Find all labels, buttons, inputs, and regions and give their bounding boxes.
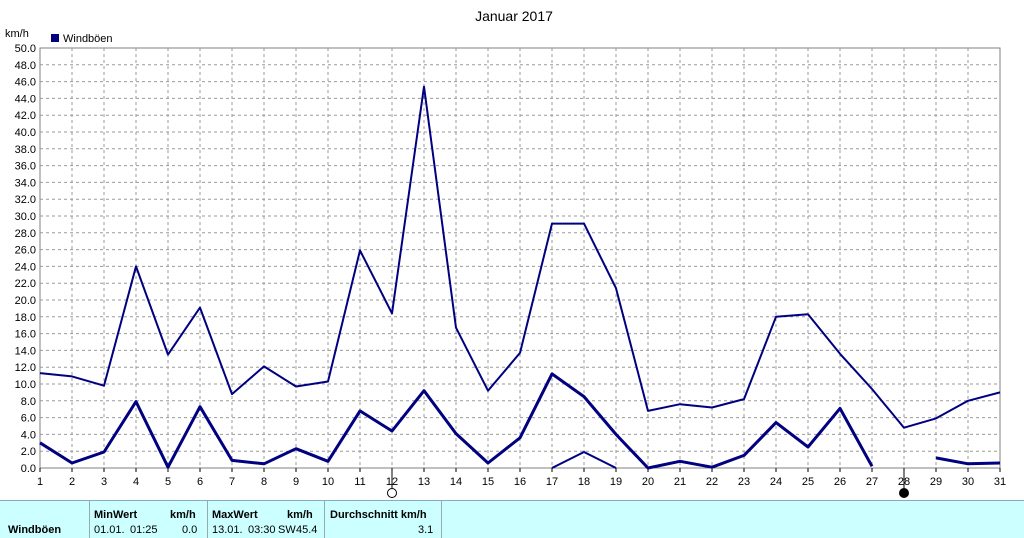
- y-tick-label: 38.0: [15, 144, 36, 156]
- y-tick-label: 14.0: [15, 345, 36, 357]
- y-tick-label: 34.0: [15, 177, 36, 189]
- x-tick-label: 29: [930, 476, 942, 488]
- x-tick-label: 11: [354, 476, 365, 488]
- y-axis-label: km/h: [5, 28, 29, 40]
- stats-row-label: Windböen: [8, 524, 62, 536]
- y-tick-label: 10.0: [15, 379, 36, 391]
- x-tick-label: 18: [578, 476, 590, 488]
- x-tick-label: 3: [101, 476, 107, 488]
- y-tick-label: 22.0: [15, 278, 36, 290]
- max-direction: SW: [278, 524, 296, 536]
- x-tick-label: 19: [610, 476, 622, 488]
- avg-header: Durchschnitt km/h: [330, 509, 427, 521]
- max-time: 03:30: [248, 524, 276, 536]
- y-tick-label: 6.0: [21, 413, 36, 425]
- x-tick-label: 10: [322, 476, 334, 488]
- x-tick-label: 5: [165, 476, 171, 488]
- x-tick-label: 8: [261, 476, 267, 488]
- y-tick-label: 42.0: [15, 110, 36, 122]
- y-tick-label: 28.0: [15, 228, 36, 240]
- x-tick-label: 2: [69, 476, 75, 488]
- x-tick-label: 23: [738, 476, 750, 488]
- x-tick-label: 1: [37, 476, 43, 488]
- x-tick-label: 13: [418, 476, 430, 488]
- min-value: 0.0: [182, 524, 198, 536]
- y-tick-label: 46.0: [15, 77, 36, 89]
- y-tick-label: 26.0: [15, 245, 36, 257]
- legend-label: Windböen: [63, 33, 113, 45]
- x-tick-label: 30: [962, 476, 974, 488]
- statistics-panel: Windböen MinWert km/h 01.01. 01:25 0.0 M…: [0, 500, 1024, 538]
- series-line-avg: [39, 372, 1001, 470]
- y-tick-label: 18.0: [15, 312, 36, 324]
- series-line-min: [551, 451, 617, 469]
- x-tick-label: 31: [994, 476, 1006, 488]
- legend-swatch: [51, 34, 59, 42]
- min-time: 01:25: [130, 524, 158, 536]
- y-tick-label: 16.0: [15, 329, 36, 341]
- series-line-max: [39, 85, 1001, 429]
- x-tick-label: 14: [450, 476, 462, 488]
- y-tick-label: 30.0: [15, 211, 36, 223]
- x-tick-label: 27: [866, 476, 878, 488]
- x-tick-label: 17: [546, 476, 558, 488]
- chart-series: [39, 85, 1001, 470]
- min-unit: km/h: [170, 509, 196, 521]
- x-axis-ticks: 1 2 3 4 5 6 7 8 9 10 11 12 13 14 15 16 17 18 19 20 21 22 23 24 2…: [37, 468, 1006, 488]
- x-tick-label: 16: [514, 476, 526, 488]
- x-tick-label: 22: [706, 476, 718, 488]
- x-tick-label: 6: [197, 476, 203, 488]
- moon-markers: [387, 468, 909, 498]
- y-tick-label: 2.0: [21, 446, 36, 458]
- x-tick-label: 26: [834, 476, 846, 488]
- y-tick-label: 0.0: [21, 463, 36, 475]
- y-tick-label: 20.0: [15, 295, 36, 307]
- y-tick-label: 24.0: [15, 261, 36, 273]
- max-unit: km/h: [287, 509, 313, 521]
- new-moon-icon: [899, 488, 909, 498]
- wind-gust-chart: 0.0 2.0 4.0 6.0 8.0 10.0 12.0 14.0 16.0 18.0 20.0 2…: [5, 8, 1006, 498]
- x-tick-label: 25: [802, 476, 814, 488]
- y-tick-label: 44.0: [15, 93, 36, 105]
- chart-title: Januar 2017: [475, 8, 553, 24]
- x-tick-label: 4: [133, 476, 139, 488]
- y-tick-label: 32.0: [15, 194, 36, 206]
- y-tick-label: 50.0: [15, 43, 36, 55]
- y-axis-ticks: 0.0 2.0 4.0 6.0 8.0 10.0 12.0 14.0 16.0 18.0 20.0 2…: [15, 43, 36, 475]
- min-date: 01.01.: [94, 524, 125, 536]
- x-tick-label: 7: [229, 476, 235, 488]
- chart-grid: [39, 47, 1001, 469]
- min-header: MinWert: [94, 509, 138, 521]
- y-tick-label: 8.0: [21, 396, 36, 408]
- max-date: 13.01.: [212, 524, 243, 536]
- y-tick-label: 40.0: [15, 127, 36, 139]
- full-moon-icon: [387, 488, 397, 498]
- y-tick-label: 12.0: [15, 362, 36, 374]
- max-value: 45.4: [296, 524, 318, 536]
- y-tick-label: 48.0: [15, 60, 36, 72]
- y-tick-label: 36.0: [15, 161, 36, 173]
- y-tick-label: 4.0: [21, 429, 36, 441]
- x-tick-label: 15: [482, 476, 494, 488]
- x-tick-label: 20: [642, 476, 654, 488]
- x-tick-label: 9: [293, 476, 299, 488]
- avg-value: 3.1: [418, 524, 434, 536]
- x-tick-label: 21: [674, 476, 686, 488]
- x-tick-label: 24: [770, 476, 782, 488]
- max-header: MaxWert: [212, 509, 258, 521]
